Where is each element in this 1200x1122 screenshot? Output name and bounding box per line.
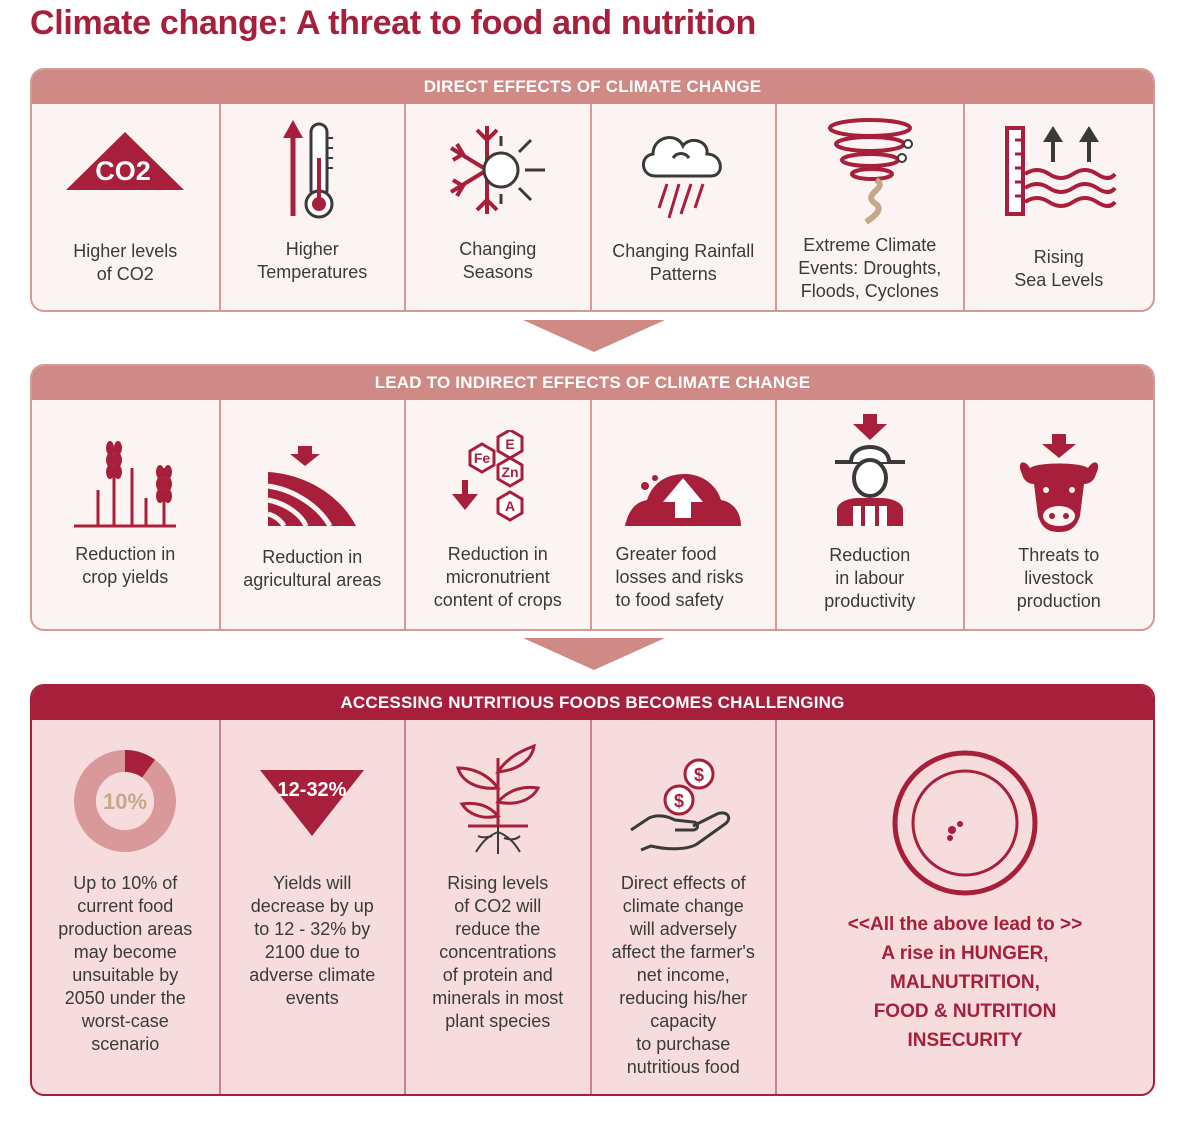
access-header: ACCESSING NUTRITIOUS FOODS BECOMES CHALL… [32, 686, 1153, 720]
co2-icon: CO2 [66, 132, 185, 190]
access-item-label: Yields will decrease by up to 12 - 32% b… [249, 873, 376, 1008]
svg-text:Fe: Fe [474, 450, 491, 466]
plant-icon [455, 743, 541, 854]
down-arrow-1 [523, 320, 665, 352]
indirect-effects-header: LEAD TO INDIRECT EFFECTS OF CLIMATE CHAN… [32, 366, 1153, 400]
indirect-item-labour: Reduction in labour productivity [777, 400, 965, 629]
svg-text:10%: 10% [103, 789, 147, 814]
sea-level-icon [1004, 126, 1117, 216]
direct-item-seasons: Changing Seasons [406, 104, 592, 310]
field-icon [267, 446, 357, 528]
indirect-item-label: Reduction in labour productivity [824, 545, 916, 611]
access-item-label: Rising levels of CO2 will reduce the con… [432, 873, 564, 1031]
direct-effects-section: DIRECT EFFECTS OF CLIMATE CHANGE CO2 Hig… [30, 68, 1155, 312]
direct-item-label: Changing Seasons [459, 239, 537, 282]
rain-cloud-icon [642, 136, 722, 219]
indirect-item-crop-yields: Reduction in crop yields [32, 400, 221, 629]
svg-text:CO2: CO2 [95, 156, 151, 186]
indirect-item-agri-areas: Reduction in agricultural areas [221, 400, 406, 629]
cow-icon [1019, 434, 1098, 532]
indirect-item-label: Threats to livestock production [1016, 545, 1101, 611]
indirect-item-label: Greater food losses and risks to food sa… [615, 544, 744, 610]
final-outcome-text: <<All the above lead to >> A rise in HUN… [787, 910, 1143, 1055]
indirect-item-label: Reduction in micronutrient content of cr… [433, 544, 562, 610]
access-item-label: Direct effects of climate change will ad… [611, 873, 755, 1077]
direct-item-rainfall: Changing Rainfall Patterns [592, 104, 777, 310]
access-item-label: Up to 10% of current food production are… [58, 873, 193, 1054]
food-loss-icon [625, 474, 742, 526]
snow-sun-icon [449, 126, 545, 214]
final-line: MALNUTRITION, [890, 972, 1040, 993]
svg-text:Zn: Zn [501, 464, 518, 480]
direct-item-extreme: Extreme Climate Events: Droughts, Floods… [777, 104, 965, 310]
money-hand-icon: $ $ [630, 758, 731, 852]
direct-item-label: Rising Sea Levels [1014, 247, 1104, 290]
direct-item-label: Extreme Climate Events: Droughts, Floods… [798, 235, 942, 301]
down-arrow-2 [523, 638, 665, 670]
direct-item-label: Changing Rainfall Patterns [612, 241, 755, 284]
page-title: Climate change: A threat to food and nut… [30, 4, 756, 42]
access-item-production-areas: 10% Up to 10% of current food production… [32, 720, 221, 1094]
final-line: <<All the above lead to >> [847, 914, 1083, 935]
indirect-item-livestock: Threats to livestock production [965, 400, 1153, 629]
empty-plate-icon [892, 750, 1038, 896]
down-triangle-icon: 12-32% [260, 770, 365, 836]
indirect-item-label: Reduction in agricultural areas [243, 547, 382, 590]
access-item-income: $ $ Direct effects of climate change wil… [592, 720, 777, 1094]
tornado-icon [827, 118, 913, 224]
farmer-icon [834, 414, 905, 526]
svg-text:$: $ [694, 765, 704, 785]
access-item-yields: 12-32% Yields will decrease by up to 12 … [221, 720, 406, 1094]
direct-item-temperature: Higher Temperatures [221, 104, 406, 310]
svg-text:E: E [505, 436, 514, 452]
direct-item-sea-level: Rising Sea Levels [965, 104, 1153, 310]
micronutrient-icon: E Fe Zn A [451, 430, 524, 522]
indirect-item-micronutrient: E Fe Zn A Reduction in micronutrient con… [406, 400, 592, 629]
indirect-effects-section: LEAD TO INDIRECT EFFECTS OF CLIMATE CHAN… [30, 364, 1155, 631]
direct-item-co2: CO2 Higher levels of CO2 [32, 104, 221, 310]
donut-icon: 10% [74, 750, 177, 852]
final-line: INSECURITY [907, 1030, 1023, 1051]
access-final-box: <<All the above lead to >> A rise in HUN… [777, 720, 1153, 1094]
wheat-icon [74, 441, 177, 528]
final-line: A rise in HUNGER, [881, 943, 1049, 964]
svg-text:12-32%: 12-32% [278, 779, 347, 801]
direct-item-label: Higher Temperatures [257, 239, 368, 282]
access-item-protein: Rising levels of CO2 will reduce the con… [406, 720, 592, 1094]
direct-effects-header: DIRECT EFFECTS OF CLIMATE CHANGE [32, 70, 1153, 104]
svg-text:$: $ [674, 791, 684, 811]
indirect-item-food-loss: Greater food losses and risks to food sa… [592, 400, 777, 629]
direct-item-label: Higher levels of CO2 [73, 241, 178, 284]
indirect-item-label: Reduction in crop yields [75, 544, 176, 587]
thermometer-icon [283, 120, 334, 219]
access-section: ACCESSING NUTRITIOUS FOODS BECOMES CHALL… [30, 684, 1155, 1096]
svg-text:A: A [505, 498, 515, 514]
final-line: FOOD & NUTRITION [873, 1001, 1057, 1022]
